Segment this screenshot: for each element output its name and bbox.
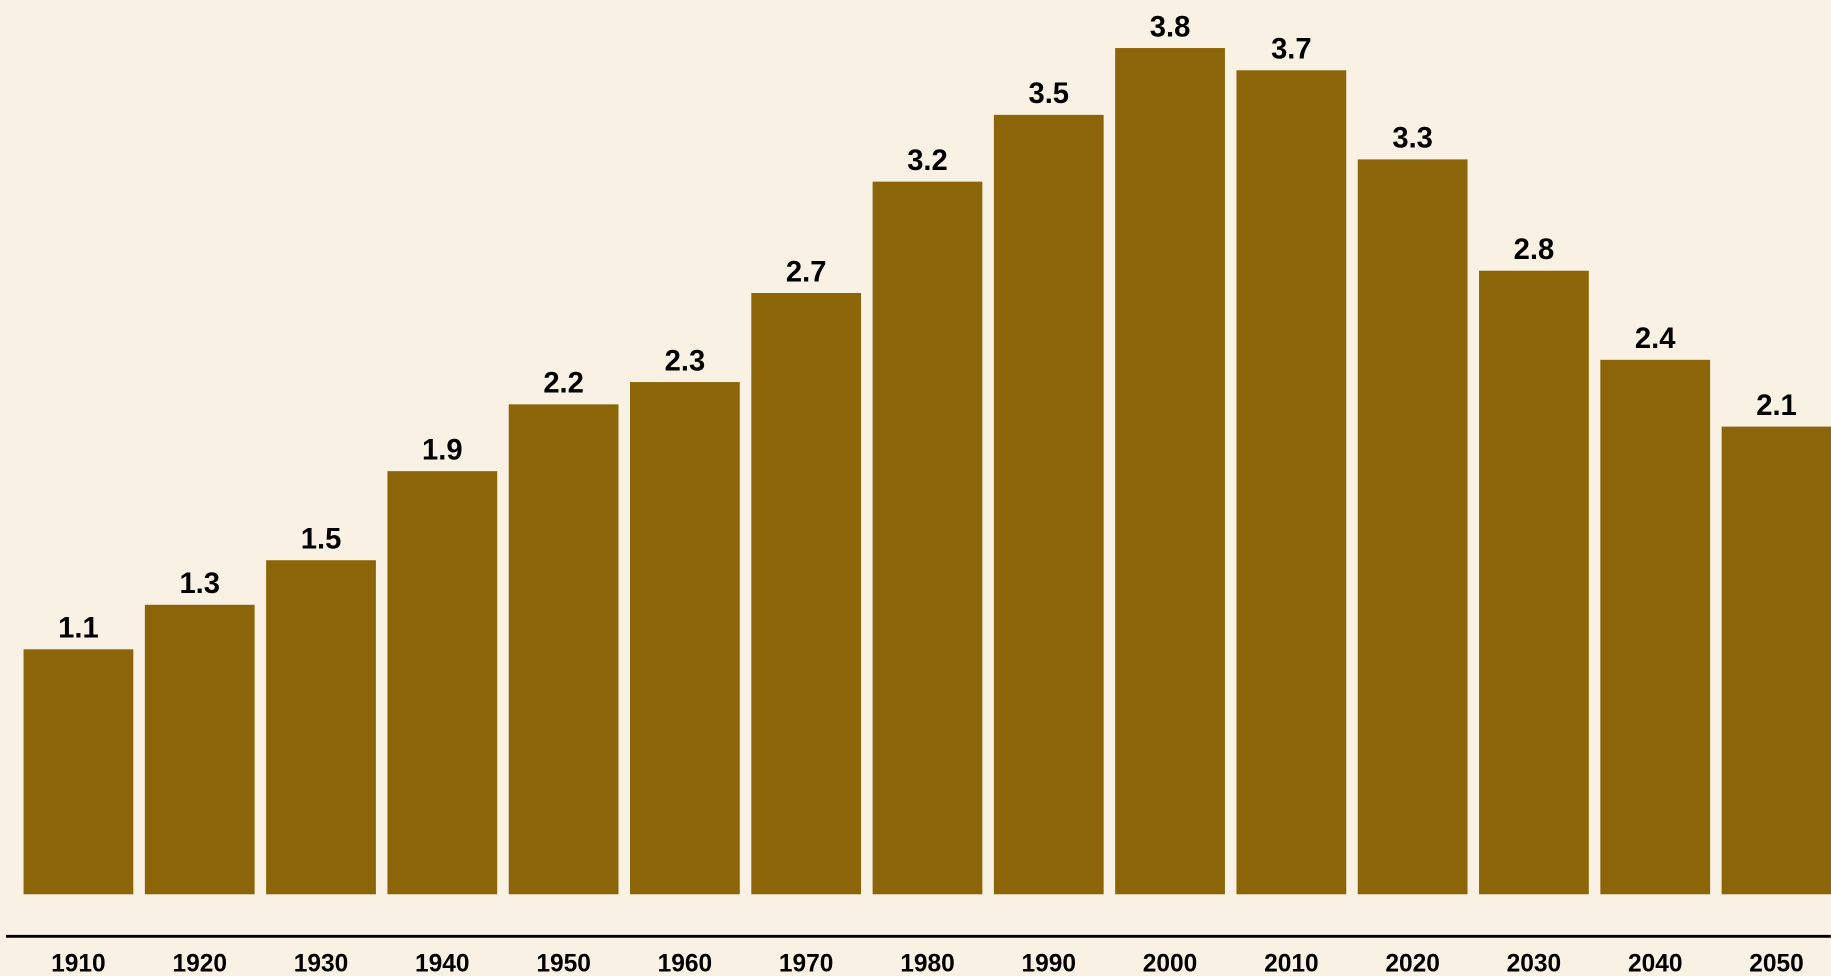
bar: [1115, 48, 1225, 895]
bar: [1236, 70, 1347, 895]
data-label: 1.9: [422, 434, 463, 466]
data-label: 3.5: [1028, 78, 1069, 110]
bar: [1721, 426, 1831, 895]
bar: [387, 471, 498, 895]
x-tick-label: 1970: [779, 950, 834, 976]
bar: [1600, 359, 1711, 895]
bar: [751, 293, 862, 895]
x-tick-label: 2010: [1264, 950, 1319, 976]
x-tick-label: 1920: [172, 950, 227, 976]
bar: [1479, 270, 1589, 895]
bar: [23, 649, 134, 895]
data-label: 2.1: [1756, 390, 1797, 422]
data-label: 1.1: [58, 613, 99, 645]
x-tick-label: 2020: [1385, 950, 1440, 976]
bar: [144, 604, 255, 895]
data-label: 1.5: [301, 524, 342, 556]
data-label: 3.8: [1150, 11, 1191, 43]
bar: [266, 560, 376, 895]
data-label: 2.3: [665, 345, 706, 377]
data-label: 2.8: [1514, 234, 1555, 266]
x-tick-label: 2050: [1749, 950, 1804, 976]
bar: [1357, 159, 1468, 895]
data-label: 3.7: [1271, 34, 1312, 66]
x-tick-label: 1980: [900, 950, 955, 976]
data-label: 2.2: [543, 368, 584, 400]
data-label: 2.7: [786, 256, 827, 288]
bar: [630, 382, 740, 895]
x-tick-label: 1950: [536, 950, 591, 976]
data-label: 3.2: [907, 145, 948, 177]
x-tick-label: 1990: [1022, 950, 1077, 976]
x-tick-label: 1960: [658, 950, 713, 976]
x-tick-label: 1940: [415, 950, 470, 976]
x-tick-label: 1910: [51, 950, 106, 976]
data-label: 1.3: [179, 568, 220, 600]
x-tick-label: 1930: [294, 950, 349, 976]
data-label: 3.3: [1392, 123, 1433, 155]
data-label: 2.4: [1635, 323, 1676, 355]
x-tick-label: 2040: [1628, 950, 1683, 976]
x-tick-label: 2030: [1507, 950, 1562, 976]
bar: [993, 114, 1104, 895]
bar: [508, 404, 619, 895]
x-tick-label: 2000: [1143, 950, 1198, 976]
bar: [872, 181, 983, 895]
